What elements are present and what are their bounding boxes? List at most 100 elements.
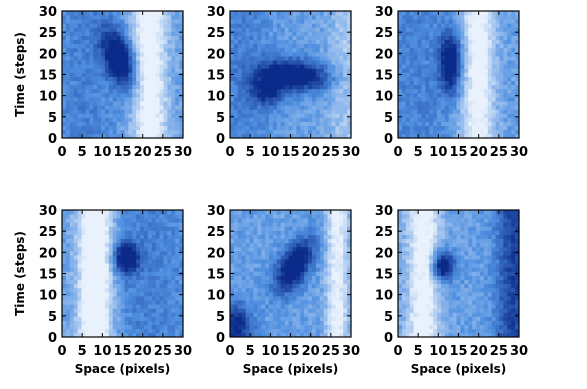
heatmap-cell — [335, 316, 340, 321]
heatmap-cell — [347, 113, 352, 118]
heatmap-cell — [413, 133, 418, 139]
heatmap-cell — [140, 279, 145, 285]
heatmap-cell — [245, 230, 250, 235]
heatmap-cell — [230, 300, 235, 305]
heatmap-cell — [167, 291, 172, 297]
heatmap-cell — [116, 316, 121, 321]
heatmap-cell — [104, 275, 110, 280]
heatmap-cell — [230, 105, 235, 110]
heatmap-cell — [315, 92, 321, 98]
heatmap-cell — [323, 250, 328, 256]
heatmap-cell — [401, 121, 407, 127]
heatmap-cell — [241, 23, 246, 28]
heatmap-cell — [230, 222, 235, 227]
heatmap-cell — [280, 129, 285, 135]
heatmap-cell — [460, 72, 465, 77]
heatmap-cell — [413, 101, 418, 106]
heatmap-cell — [257, 242, 262, 248]
heatmap-cell — [280, 320, 285, 326]
heatmap-cell — [487, 101, 493, 106]
heatmap-cell — [77, 230, 82, 235]
heatmap-cell — [101, 259, 106, 264]
heatmap-cell — [315, 64, 321, 69]
heatmap-cell — [476, 56, 481, 61]
heatmap-cell — [233, 133, 239, 139]
heatmap-cell — [483, 80, 489, 86]
heatmap-cell — [491, 11, 496, 16]
heatmap-cell — [245, 43, 250, 49]
heatmap-cell — [339, 312, 344, 317]
heatmap-cell — [230, 97, 235, 102]
heatmap-cell — [296, 84, 301, 90]
heatmap-cell — [495, 68, 500, 73]
heatmap-cell — [143, 279, 149, 285]
heatmap-cell — [417, 23, 422, 28]
heatmap-cell — [280, 113, 285, 118]
heatmap-cell — [515, 19, 520, 24]
heatmap-cell — [343, 121, 348, 127]
heatmap-cell — [93, 332, 98, 338]
heatmap-cell — [77, 316, 82, 321]
heatmap-cell — [327, 234, 332, 240]
heatmap-cell — [292, 76, 297, 81]
heatmap-cell — [85, 72, 90, 77]
heatmap-cell — [331, 15, 336, 20]
heatmap-cell — [128, 39, 133, 45]
heatmap-cell — [120, 92, 125, 98]
heatmap-cell — [464, 113, 469, 118]
heatmap-cell — [104, 97, 110, 102]
heatmap-cell — [296, 97, 301, 102]
heatmap-cell — [495, 97, 500, 102]
heatmap-cell — [339, 15, 344, 20]
heatmap-cell — [233, 56, 239, 61]
heatmap-cell — [319, 312, 325, 317]
heatmap-cell — [398, 64, 403, 69]
heatmap-cell — [296, 238, 301, 244]
heatmap-cell — [81, 279, 86, 285]
heatmap-cell — [167, 324, 172, 330]
heatmap-cell — [444, 117, 450, 122]
heatmap-cell — [515, 11, 520, 16]
heatmap-cell — [323, 279, 328, 285]
heatmap-cell — [147, 242, 153, 248]
heatmap-cell — [276, 35, 282, 41]
heatmap-cell — [124, 88, 129, 94]
heatmap-cell — [269, 291, 274, 297]
heatmap-cell — [249, 267, 254, 272]
heatmap-cell — [272, 68, 278, 73]
heatmap-cell — [323, 316, 328, 321]
heatmap-cell — [511, 43, 516, 49]
heatmap-cell — [77, 263, 82, 268]
heatmap-cell — [319, 308, 325, 313]
heatmap-cell — [237, 47, 243, 53]
heatmap-cell — [343, 129, 348, 135]
heatmap-cell — [112, 214, 117, 219]
heatmap-cell — [304, 101, 309, 106]
heatmap-cell — [93, 246, 98, 252]
heatmap-cell — [409, 84, 414, 90]
heatmap-cell — [245, 320, 250, 326]
heatmap-cell — [335, 287, 340, 293]
heatmap-cell — [491, 101, 496, 106]
heatmap-cell — [269, 238, 274, 244]
heatmap-cell — [65, 328, 71, 334]
heatmap-cell — [347, 76, 352, 81]
heatmap-cell — [237, 101, 243, 106]
heatmap-cell — [155, 312, 160, 317]
heatmap-cell — [257, 133, 262, 139]
y-tick-label: 0 — [48, 132, 57, 147]
heatmap-cell — [300, 72, 305, 77]
heatmap-cell — [269, 255, 274, 260]
heatmap-cell — [327, 27, 332, 32]
heatmap-cell — [77, 64, 82, 69]
heatmap-cell — [62, 246, 67, 252]
heatmap-cell — [315, 271, 321, 276]
heatmap-cell — [230, 234, 235, 240]
heatmap-cell — [140, 19, 145, 24]
heatmap-cell — [65, 222, 71, 227]
heatmap-cell — [331, 304, 336, 309]
heatmap-cell — [159, 121, 164, 127]
heatmap-cell — [499, 88, 504, 94]
heatmap-cell — [261, 218, 266, 223]
heatmap-cell — [437, 35, 442, 41]
